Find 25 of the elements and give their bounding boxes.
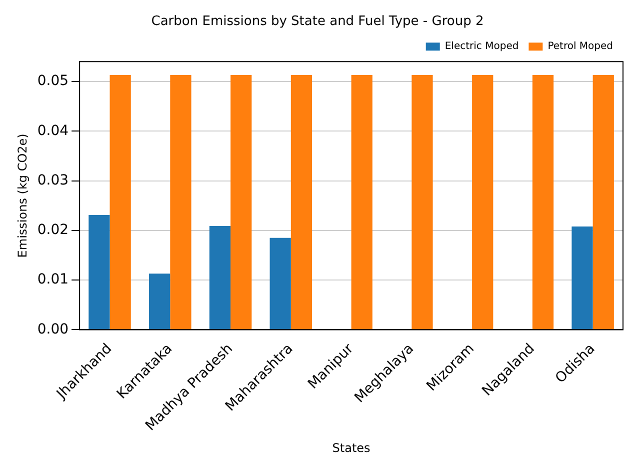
- chart-title: Carbon Emissions by State and Fuel Type - Group 2: [151, 14, 484, 30]
- bar: [472, 75, 494, 330]
- bar: [532, 75, 554, 330]
- bar: [230, 75, 252, 330]
- y-axis-title: Emissions (kg CO2e): [15, 134, 30, 258]
- bar: [572, 226, 593, 330]
- x-axis-title: States: [332, 440, 370, 455]
- bar: [351, 75, 372, 330]
- bar: [149, 274, 170, 330]
- bar: [270, 238, 291, 330]
- y-tick-label: 0.03: [37, 172, 69, 188]
- bar: [592, 75, 614, 330]
- bar: [290, 75, 312, 330]
- bar: [110, 75, 131, 330]
- y-tick-label: 0.05: [37, 73, 69, 90]
- legend-label: Petrol Moped: [548, 41, 614, 52]
- y-tick-label: 0.00: [37, 321, 69, 338]
- y-tick-label: 0.02: [37, 222, 69, 238]
- y-tick-label: 0.04: [37, 122, 69, 139]
- y-tick-label: 0.01: [37, 272, 69, 288]
- bar: [170, 75, 192, 330]
- bar: [412, 75, 433, 330]
- bar: [88, 215, 110, 330]
- legend-label: Electric Moped: [444, 41, 519, 52]
- bar: [209, 226, 231, 330]
